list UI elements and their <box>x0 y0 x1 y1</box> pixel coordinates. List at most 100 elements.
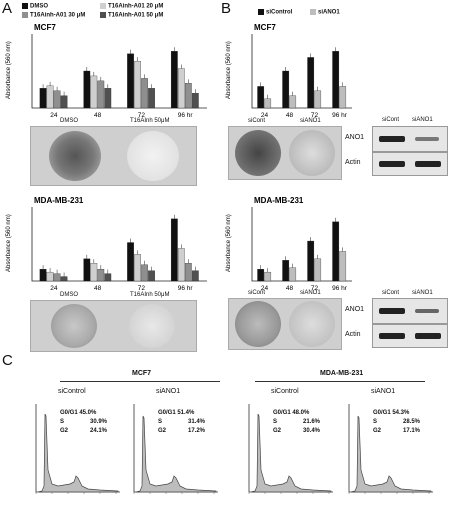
chart-title: MDA-MB-231 <box>254 196 304 205</box>
bar <box>127 242 134 282</box>
flow-condition-label: siANO1 <box>371 388 396 395</box>
bar <box>90 263 98 282</box>
dish-sicont <box>235 130 281 176</box>
x-tick-label: 96 hr <box>332 285 348 292</box>
chart-title: MDA-MB-231 <box>34 196 84 205</box>
colony-photo-b2 <box>228 298 342 350</box>
flow-condition-label: siControl <box>58 388 86 395</box>
bar <box>83 70 91 109</box>
y-axis-label: Absorbance (560 nm) <box>6 41 12 99</box>
flow-s-label: S <box>373 419 378 425</box>
band2-actin-cont <box>379 333 405 339</box>
bar <box>148 270 155 282</box>
flow-g2-value: 30.4% <box>303 428 321 434</box>
bar <box>339 86 347 109</box>
c-cell-mcf7: MCF7 <box>132 370 152 377</box>
colony-photo-a1 <box>30 126 197 186</box>
bar <box>282 70 290 109</box>
panel-c-letter: C <box>2 352 13 369</box>
chart-title: MCF7 <box>254 23 276 32</box>
chart-b-mda: MDA-MB-231 Absorbance (560 nm) 24 48 72 96 hr <box>226 196 352 292</box>
photo-b1-label-1: siCont <box>248 118 266 124</box>
chart-title: MCF7 <box>34 23 56 32</box>
flow-histogram <box>133 404 218 494</box>
flow-g0g1: G0/G1 51.4% <box>158 410 195 416</box>
bar <box>191 270 199 282</box>
blot2-header-1: siCont <box>382 290 400 296</box>
dish-siano1 <box>289 130 335 176</box>
bar <box>170 51 178 109</box>
chart-a-mcf7: MCF7 Absorbance (560 nm) 24 48 72 96 hr <box>6 23 207 119</box>
blot2-actin <box>372 324 448 348</box>
colony-photo-a2 <box>30 300 197 352</box>
photo-a1-label-2: T16AInh 50μM <box>130 118 170 124</box>
bar <box>90 75 98 109</box>
dish-inhibitor <box>127 131 179 181</box>
blot1-ano1 <box>372 126 448 152</box>
bar <box>134 254 141 282</box>
flow-s-value: 21.6% <box>303 419 321 425</box>
bar <box>332 221 340 282</box>
bar <box>60 95 68 109</box>
flow-g2-label: G2 <box>60 428 69 434</box>
blot1-actin <box>372 152 448 176</box>
x-tick-label: 24 <box>261 112 269 119</box>
legend-a-50: T16Ainh-A01 50 μM <box>100 12 163 19</box>
bar <box>191 93 199 109</box>
bar <box>53 90 61 109</box>
panel-b-letter: B <box>221 0 232 17</box>
flow-condition-label: siControl <box>271 388 299 395</box>
photo-b2-label-1: siCont <box>248 290 266 296</box>
blot1-header-2: siANO1 <box>412 117 433 123</box>
blot1-header-1: siCont <box>382 117 400 123</box>
bar <box>141 78 148 109</box>
bar <box>53 273 61 282</box>
c-line-mda <box>255 381 425 382</box>
flow-s-value: 28.5% <box>403 419 421 425</box>
x-tick-label: 72 <box>311 285 319 292</box>
bar <box>184 83 192 109</box>
x-tick-label: 24 <box>50 112 58 119</box>
bar <box>83 258 91 282</box>
bar <box>307 240 315 282</box>
colony-photo-b1 <box>228 126 342 180</box>
band2-actin-si <box>415 333 441 339</box>
x-tick-label: 72 <box>311 112 319 119</box>
blot2-row-actin: Actin <box>345 331 361 338</box>
dish-dmso-2 <box>51 304 97 348</box>
band2-ano1-cont <box>379 308 405 314</box>
blot1-row-actin: Actin <box>345 159 361 166</box>
legend-a-dmso: DMSO <box>22 3 48 10</box>
bar <box>97 269 105 282</box>
c-line-mcf7 <box>60 381 220 382</box>
bar <box>104 88 112 109</box>
y-axis-label: Absorbance (560 nm) <box>6 214 12 272</box>
x-tick-label: 72 <box>138 112 146 119</box>
bar <box>148 88 155 109</box>
bar <box>104 273 112 282</box>
bar <box>282 260 290 282</box>
legend-a-30: T16Ainh-A01 30 μM <box>22 12 85 19</box>
blot2-header-2: siANO1 <box>412 290 433 296</box>
x-tick-label: 48 <box>94 285 102 292</box>
flow-histogram <box>248 404 333 494</box>
dish-dmso <box>49 131 101 181</box>
band-ano1-si <box>415 137 439 141</box>
x-tick-label: 48 <box>94 112 102 119</box>
photo-a2-label-1: DMSO <box>60 292 78 298</box>
bar <box>314 90 322 109</box>
bar <box>177 68 185 109</box>
bar <box>39 88 47 109</box>
bar <box>332 51 340 109</box>
bar <box>60 276 68 282</box>
bar <box>177 248 185 282</box>
band2-ano1-si <box>415 309 439 313</box>
bar <box>264 271 272 282</box>
flow-s-value: 30.9% <box>90 419 108 425</box>
band-actin-si <box>415 161 441 167</box>
chart-b-mcf7: MCF7 Absorbance (560 nm) 24 48 72 96 hr <box>226 23 352 119</box>
bar <box>127 53 134 109</box>
dish-siano1-2 <box>289 301 335 347</box>
flow-g0g1: G0/G1 48.0% <box>273 410 310 416</box>
bar <box>289 267 297 282</box>
